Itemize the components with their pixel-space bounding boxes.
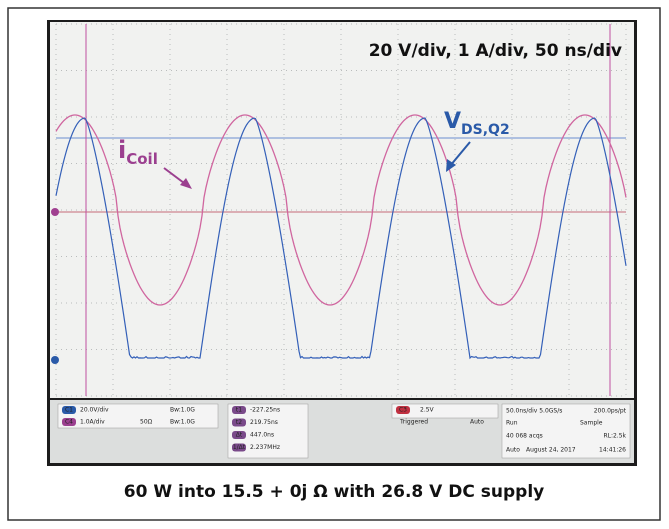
trig-mode: Auto: [470, 419, 484, 426]
chip-label: C1: [65, 407, 73, 414]
marker-c4: [51, 208, 59, 216]
acq-count: 40 068 acqs: [506, 433, 543, 440]
vds-sub: DS,Q2: [461, 122, 510, 138]
acq-mode: Auto: [506, 447, 520, 454]
caption: 60 W into 15.5 + 0j Ω with 26.8 V DC sup…: [124, 482, 544, 502]
status-bar: C1 20.0V/div Bw:1.0G C4 1.0A/div 50Ω Bw:1.0G t1…: [50, 400, 634, 463]
cursor-value: 2.237MHz: [250, 444, 280, 451]
ch-bw: Bw:1.0G: [170, 407, 195, 414]
ch-scale: 20.0V/div: [80, 407, 109, 414]
sample-mode: Sample: [580, 420, 603, 427]
scale-note: 20 V/div, 1 A/div, 50 ns/div: [369, 41, 622, 61]
date: August 24, 2017: [526, 447, 576, 454]
chip-label: t1: [236, 407, 242, 414]
ch-scale: 1.0A/div: [80, 419, 105, 426]
ch-bw: Bw:1.0G: [170, 419, 195, 426]
coil-main: i: [118, 136, 126, 164]
chip-label: 1/Δt: [233, 444, 246, 451]
figure: 20 V/div, 1 A/div, 50 ns/div iCoil VDS,Q…: [0, 0, 669, 529]
cursor-value: 447.0ns: [250, 432, 274, 439]
timebase: 50.0ns/div 5.0GS/s: [506, 408, 562, 415]
chip-label: C3: [399, 407, 407, 414]
cursor-value: 219.75ns: [250, 419, 278, 426]
ch-imp: 50Ω: [140, 419, 153, 426]
run-state: Run: [506, 420, 518, 427]
vds-main: V: [444, 109, 461, 134]
resolution: 200.0ps/pt: [594, 408, 627, 415]
marker-c1: [51, 356, 59, 364]
coil-sub: Coil: [126, 150, 158, 168]
record-length: RL:2.5k: [603, 433, 626, 440]
chip-label: C4: [65, 419, 73, 426]
trig-level: 2.5V: [420, 407, 435, 414]
chip-label: Δt: [236, 432, 243, 439]
time: 14:41:26: [599, 447, 626, 454]
chip-label: t2: [236, 419, 242, 426]
cursor-value: -227.25ns: [250, 407, 280, 414]
trig-state: Triggered: [399, 419, 428, 426]
